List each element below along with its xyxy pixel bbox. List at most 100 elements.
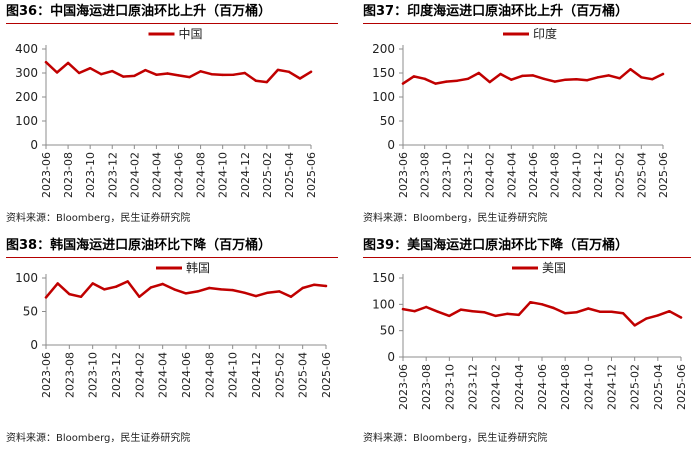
x-tick-label: 2025-02 [261,152,274,198]
data-point [278,290,281,293]
data-point [510,78,513,81]
data-point [564,78,567,81]
data-point [587,307,590,310]
series-line [44,280,328,299]
data-point [618,77,621,80]
data-point [413,310,416,313]
x-tick-label: 2023-06 [397,152,410,198]
data-point [542,77,545,80]
data-point [629,68,632,71]
data-point [324,284,328,288]
data-point [564,312,567,315]
data-point [133,74,136,78]
data-point [287,70,291,73]
title-rule [6,257,338,258]
data-point [254,294,258,298]
data-point [661,72,665,76]
x-tick-label: 2024-04 [513,364,526,410]
x-tick-label: 2024-06 [536,364,549,410]
x-tick-label: 2024-10 [227,352,240,398]
y-tick-label: 0 [30,138,38,152]
data-point [221,73,224,77]
data-point [138,295,141,298]
data-point [640,76,643,79]
x-tick-label: 2024-12 [592,152,605,198]
data-point [401,82,405,85]
x-tick-label: 2023-12 [110,352,123,398]
data-point [100,73,103,76]
chart-panel-china: 图36：中国海运进口原油环比上升（百万桶） 0 100 200 300 400 2023-… [6,3,338,225]
data-point [679,316,683,319]
data-point [309,70,313,73]
data-point [66,61,70,65]
data-point [79,295,83,298]
data-point [610,310,613,313]
x-tick-label: 2024-08 [203,352,216,398]
chart-source: 资料来源：Bloomberg，民生证券研究院 [6,213,191,224]
title-rule [6,23,338,24]
x-tick-label: 2023-10 [440,152,453,198]
series-line [401,300,683,327]
x-tick-label: 2025-04 [283,152,296,198]
data-point [122,75,125,78]
data-point [266,291,269,294]
chart-panel-usa: 图39：美国海运进口原油环比下降（百万桶） 0 50 100 150 2023-06 20… [363,237,691,449]
x-tick-label: 2023-06 [397,364,410,410]
x-tick-label: 2023-08 [420,364,433,410]
data-point [482,311,486,314]
x-tick-label: 2024-06 [527,152,540,198]
data-point [434,82,437,85]
x-tick-label: 2024-02 [490,364,503,410]
data-point [144,68,147,72]
data-point [77,71,81,75]
x-tick-label: 2024-04 [150,152,163,198]
y-tick-label: 150 [372,66,395,80]
x-tick-label: 2023-12 [467,364,480,410]
y-tick-label: 200 [372,42,395,56]
data-point [149,286,153,289]
data-point [668,310,671,313]
x-tick-label: 2023-10 [84,152,97,198]
data-point [56,282,59,285]
data-point [177,74,180,77]
data-point [196,290,199,293]
data-point [645,317,648,320]
chart-title: 图38：韩国海运进口原油环比下降（百万桶） [6,238,272,253]
y-tick-label: 50 [380,114,395,128]
x-tick-label: 2024-10 [570,152,583,198]
legend-label: 韩国 [186,260,210,275]
chart-title: 图37：印度海运进口原油环比上升（百万桶） [363,4,629,19]
x-tick-label: 2024-04 [505,152,518,198]
data-point [298,77,302,80]
data-point [575,311,578,314]
data-point [521,74,524,78]
data-point [44,296,48,299]
x-tick-label: 2024-08 [195,152,208,198]
y-tick-label: 100 [372,90,395,104]
chart-source: 资料来源：Bloomberg，民生证券研究院 [6,433,191,444]
data-point [265,80,268,84]
x-tick-label: 2023-10 [443,364,456,410]
data-point [586,79,589,82]
x-tick-label: 2023-10 [87,352,100,398]
data-point [301,286,304,290]
title-rule [363,257,691,258]
line-chart: 0 100 200 300 400 2023-06 2023-08 2023-10 2023-1… [15,26,318,198]
y-tick-label: 50 [23,305,38,319]
data-point [540,303,544,306]
chart-source: 资料来源：Bloomberg，民生证券研究院 [363,433,548,444]
data-point [210,73,213,76]
data-point [166,72,169,75]
x-tick-label: 2024-06 [173,152,186,198]
data-point [231,288,234,292]
data-point [44,61,48,64]
line-chart: 0 50 100 150 200 2023-06 2023-08 2023-10 2023-12… [372,26,670,198]
data-point [161,282,164,286]
data-point [423,77,426,80]
chart-panel-korea: 图38：韩国海运进口原油环比下降（百万桶） 0 50 100 2023-06 2023-… [6,237,338,449]
data-point [459,308,463,311]
y-tick-label: 50 [380,324,395,338]
x-tick-label: 2024-06 [180,352,193,398]
data-point [103,288,106,291]
y-tick-label: 400 [15,42,38,56]
